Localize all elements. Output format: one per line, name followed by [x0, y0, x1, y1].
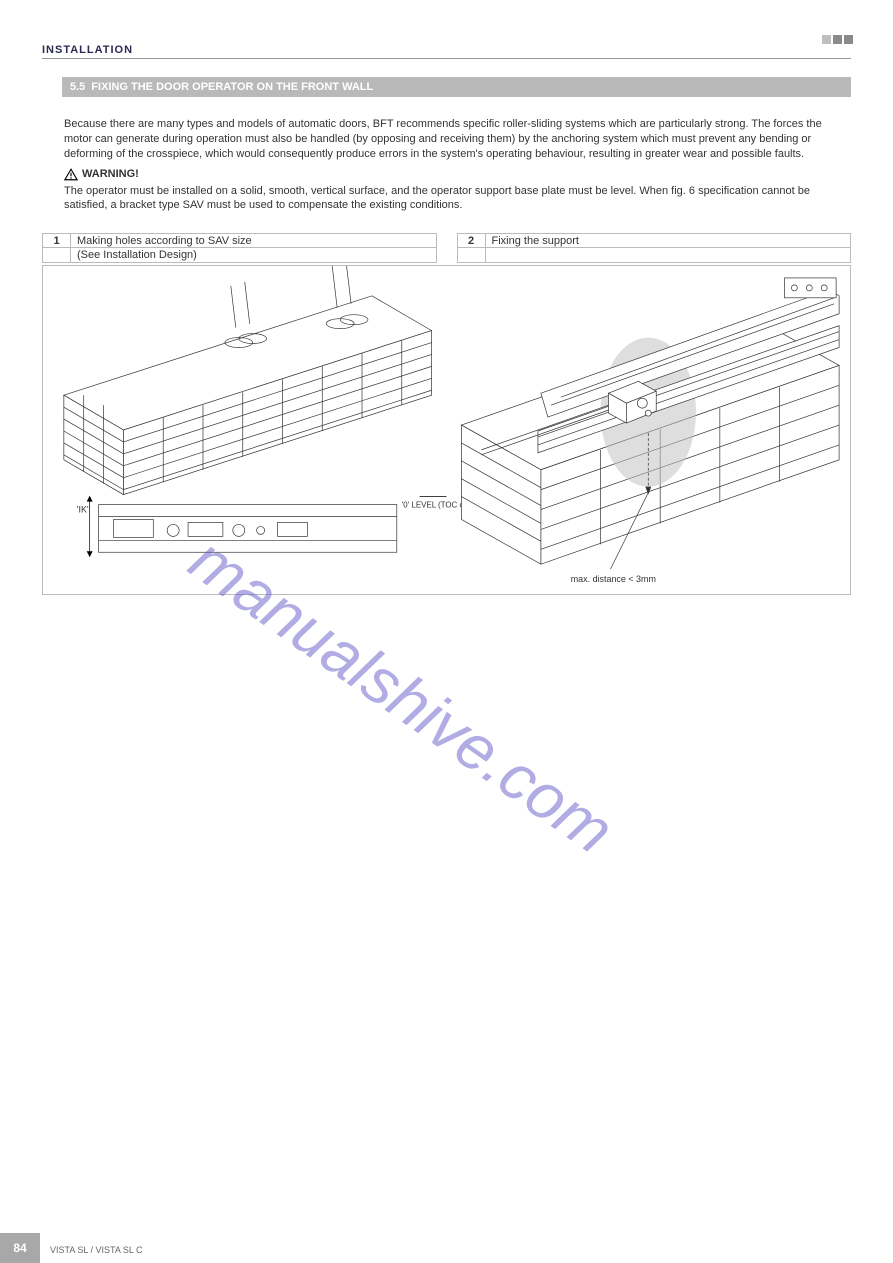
step-2-header: 2 Fixing the support	[457, 233, 852, 263]
intro-paragraph: Because there are many types and models …	[42, 117, 851, 162]
footer-model: VISTA SL / VISTA SL C	[50, 1245, 143, 1255]
page-container: INSTALLATION 5.5 FIXING THE DOOR OPERATO…	[0, 0, 893, 1263]
header-squares	[822, 35, 853, 44]
step-1-sublabel: (See Installation Design)	[71, 248, 436, 262]
section-title: INSTALLATION	[42, 44, 133, 56]
step-1-header: 1 Making holes according to SAV size (Se…	[42, 233, 437, 263]
square-3	[844, 35, 853, 44]
callout-ik: 'IK'	[77, 505, 89, 515]
figure-container: 'IK' '0' LEVEL (TOC or TOFF)	[42, 265, 851, 595]
step-2-label: Fixing the support	[486, 234, 851, 247]
warning-label: WARNING!	[82, 168, 139, 180]
page-number: 84	[0, 1233, 40, 1263]
subsection-title: FIXING THE DOOR OPERATOR ON THE FRONT WA…	[91, 81, 373, 93]
header-rule	[42, 58, 851, 59]
subsection-number: 5.5	[70, 81, 85, 93]
step-headers: 1 Making holes according to SAV size (Se…	[42, 233, 851, 263]
step-2-num: 2	[458, 234, 486, 247]
warning-block: WARNING! The operator must be installed …	[42, 168, 851, 214]
warning-body: The operator must be installed on a soli…	[64, 184, 829, 214]
square-1	[822, 35, 831, 44]
step-1-label: Making holes according to SAV size	[71, 234, 436, 247]
square-2	[833, 35, 842, 44]
technical-drawing: 'IK' '0' LEVEL (TOC or TOFF)	[43, 266, 850, 594]
subsection-bar: 5.5 FIXING THE DOOR OPERATOR ON THE FRON…	[62, 77, 851, 97]
callout-max-distance: max. distance < 3mm	[571, 574, 656, 584]
step-1-num: 1	[43, 234, 71, 247]
warning-icon	[64, 168, 78, 181]
